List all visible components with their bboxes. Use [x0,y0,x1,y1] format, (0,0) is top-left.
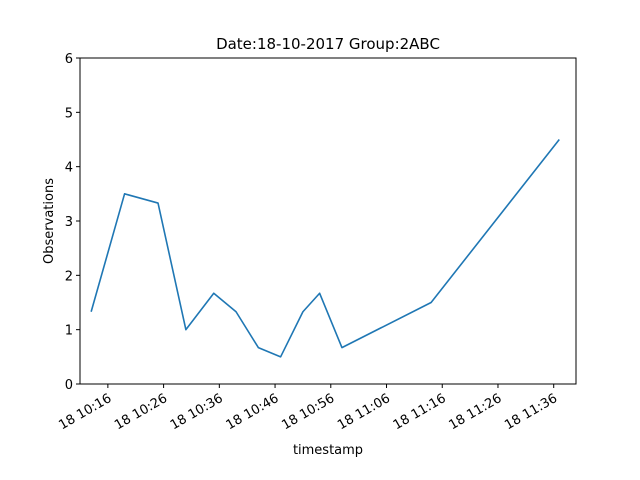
y-axis: 0 1 2 3 4 5 6 [65,52,80,393]
chart-title: Date:18-10-2017 Group:2ABC [216,35,440,53]
x-axis-label: timestamp [293,443,363,458]
y-axis-label: Observations [42,178,57,264]
y-tick-label: 4 [65,161,73,176]
plot-frame [79,57,577,385]
y-tick-label: 6 [65,52,73,67]
series-layer [90,139,560,358]
y-tick-label: 2 [65,269,73,284]
y-tick-label: 5 [65,106,73,121]
y-tick-label: 0 [65,378,73,393]
plot-area [80,58,576,384]
y-tick-label: 3 [65,215,73,230]
y-tick-label: 1 [65,324,73,339]
series-line [90,139,560,358]
